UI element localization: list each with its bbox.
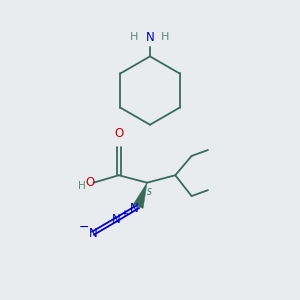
Text: S: S xyxy=(147,188,152,197)
Text: N: N xyxy=(111,213,120,226)
Polygon shape xyxy=(133,183,147,208)
Text: +: + xyxy=(120,209,128,219)
Text: −: − xyxy=(79,221,89,234)
Text: H: H xyxy=(130,32,139,42)
Text: H: H xyxy=(161,32,169,42)
Text: N: N xyxy=(88,227,97,240)
Text: H: H xyxy=(78,181,86,191)
Text: N: N xyxy=(146,31,154,44)
Text: O: O xyxy=(86,176,95,189)
Text: N: N xyxy=(130,202,139,215)
Text: O: O xyxy=(114,128,123,140)
